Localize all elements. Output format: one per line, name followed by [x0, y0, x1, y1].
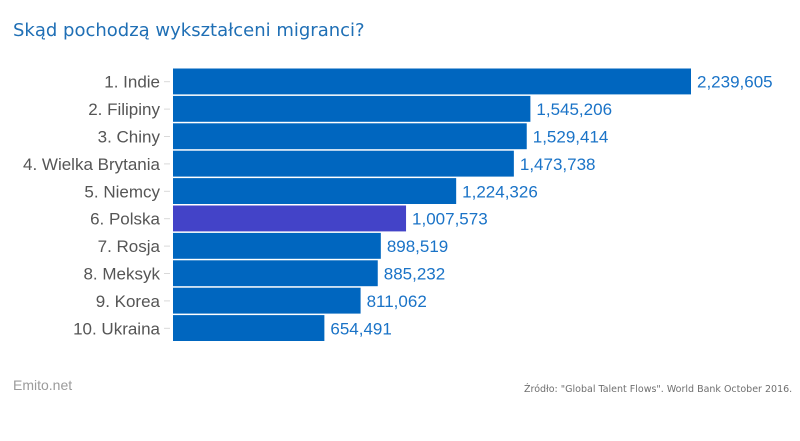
value-label: 885,232	[384, 265, 445, 284]
category-label: 3. Chiny	[98, 128, 161, 147]
bar	[173, 260, 378, 287]
value-label: 654,491	[330, 319, 391, 338]
category-label: 2. Filipiny	[88, 100, 160, 119]
chart-title: Skąd pochodzą wykształceni migranci?	[13, 20, 365, 41]
value-label: 1,545,206	[536, 100, 612, 119]
bar	[173, 232, 381, 259]
value-label: 811,062	[367, 292, 427, 311]
category-label: 8. Meksyk	[83, 265, 160, 284]
source-note: Źródło: "Global Talent Flows". World Ban…	[524, 384, 793, 395]
brand-label: Emito.net	[13, 377, 73, 393]
bar	[173, 150, 514, 177]
value-label: 1,224,326	[462, 182, 538, 201]
category-label: 1. Indie	[104, 73, 160, 92]
category-label: 6. Polska	[90, 210, 160, 229]
value-label: 1,529,414	[533, 128, 609, 147]
bar-highlighted	[173, 205, 407, 232]
category-label: 5. Niemcy	[84, 182, 160, 201]
category-label: 9. Korea	[96, 292, 161, 311]
value-label: 1,007,573	[412, 210, 488, 229]
bar	[173, 95, 531, 122]
bar	[173, 68, 691, 95]
category-label: 7. Rosja	[98, 237, 161, 256]
value-label: 1,473,738	[520, 155, 596, 174]
category-label: 4. Wielka Brytania	[23, 155, 161, 174]
bar	[173, 315, 325, 341]
category-label: 10. Ukraina	[73, 319, 160, 338]
value-label: 2,239,605	[697, 73, 773, 92]
bar	[173, 287, 361, 314]
bar	[173, 123, 527, 150]
bar	[173, 178, 457, 204]
value-label: 898,519	[387, 237, 448, 256]
